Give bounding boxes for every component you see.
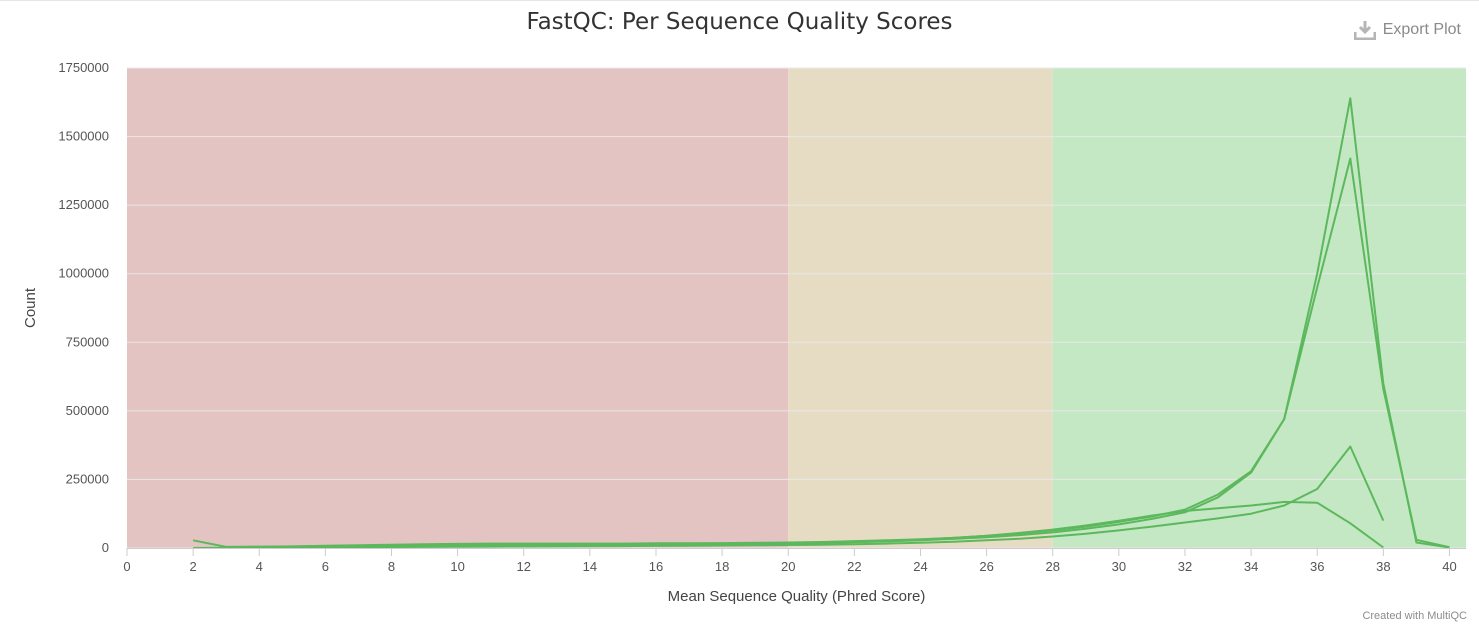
multiqc-credit: Created with MultiQC xyxy=(1362,610,1467,622)
band-pass xyxy=(1052,68,1466,548)
series-line-4 xyxy=(226,500,1384,549)
x-tick-label: 38 xyxy=(1376,559,1390,574)
x-tick-label: 34 xyxy=(1244,559,1258,574)
x-tick-label: 20 xyxy=(781,559,795,574)
y-tick-label: 250000 xyxy=(66,471,109,486)
x-tick-label: 0 xyxy=(123,559,130,574)
y-tick-label: 500000 xyxy=(66,403,109,418)
y-tick-label: 1000000 xyxy=(58,266,109,281)
x-tick-label: 2 xyxy=(190,559,197,574)
x-tick-label: 10 xyxy=(450,559,464,574)
download-icon xyxy=(1353,20,1376,40)
x-tick-label: 16 xyxy=(649,559,663,574)
x-tick-label: 6 xyxy=(322,559,329,574)
x-tick-label: 32 xyxy=(1178,559,1192,574)
x-tick-label: 26 xyxy=(979,559,993,574)
x-tick-label: 8 xyxy=(388,559,395,574)
band-warn xyxy=(788,68,1053,548)
x-tick-label: 22 xyxy=(847,559,861,574)
x-tick-label: 14 xyxy=(583,559,597,574)
x-tick-label: 18 xyxy=(715,559,729,574)
y-tick-label: 1500000 xyxy=(58,129,109,144)
y-tick-label: 0 xyxy=(102,540,109,555)
x-axis-title: Mean Sequence Quality (Phred Score) xyxy=(668,588,926,605)
y-tick-label: 750000 xyxy=(66,334,109,349)
x-tick-label: 40 xyxy=(1442,559,1456,574)
export-plot-button[interactable]: Export Plot xyxy=(1353,20,1461,40)
x-tick-label: 12 xyxy=(517,559,531,574)
band-fail xyxy=(127,68,789,548)
x-tick-label: 30 xyxy=(1112,559,1126,574)
y-tick-label: 1750000 xyxy=(58,60,109,75)
export-plot-label: Export Plot xyxy=(1382,21,1461,38)
x-tick-label: 4 xyxy=(256,559,263,574)
y-tick-label: 1250000 xyxy=(58,197,109,212)
x-tick-label: 24 xyxy=(913,559,927,574)
x-tick-label: 28 xyxy=(1045,559,1059,574)
chart-title: FastQC: Per Sequence Quality Scores xyxy=(526,9,953,35)
y-axis-title: Count xyxy=(22,287,39,328)
x-tick-label: 36 xyxy=(1310,559,1324,574)
